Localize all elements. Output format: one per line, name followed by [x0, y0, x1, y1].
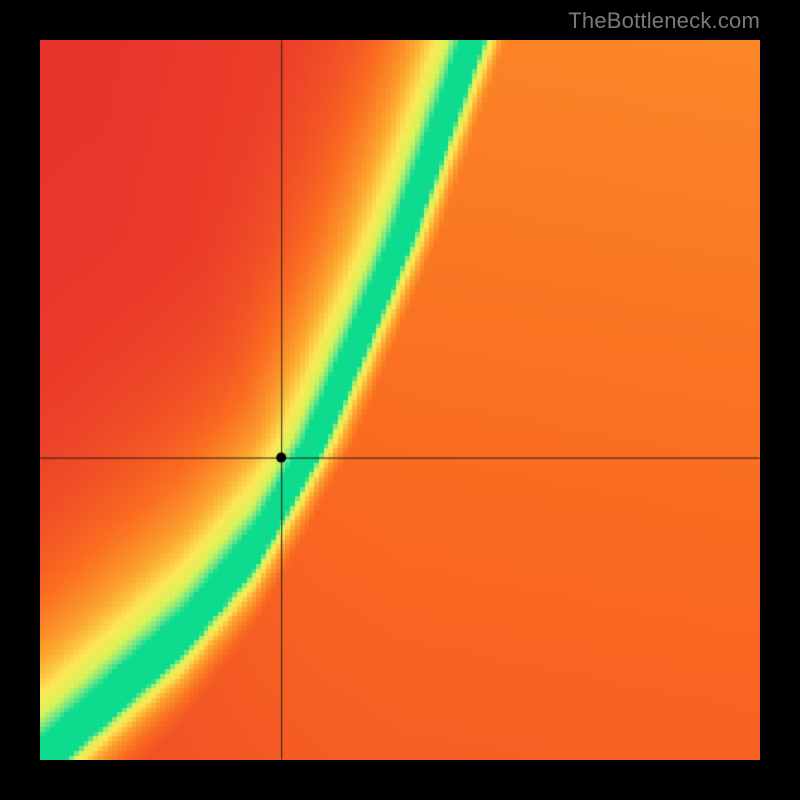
- heatmap-chart: [40, 40, 760, 760]
- watermark: TheBottleneck.com: [568, 8, 760, 34]
- heatmap-canvas: [40, 40, 760, 760]
